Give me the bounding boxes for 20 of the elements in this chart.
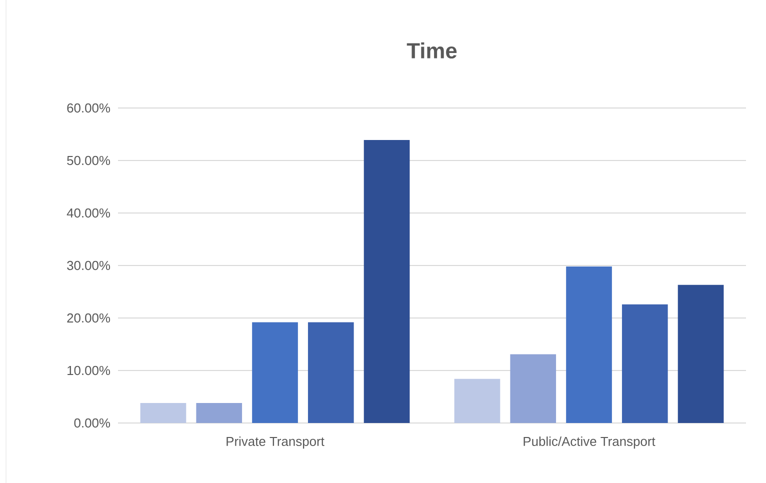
bar	[678, 284, 724, 423]
y-tick-label: 50.00%	[67, 156, 110, 166]
bar	[252, 322, 298, 423]
bar	[364, 140, 410, 423]
y-tick-label: 40.00%	[66, 208, 110, 218]
bar	[308, 322, 354, 423]
bar	[454, 378, 500, 423]
bar	[622, 304, 668, 423]
bar	[510, 354, 556, 423]
y-tick-label: 0.00%	[74, 418, 110, 428]
bar	[566, 266, 612, 423]
y-tick-label: 20.00%	[67, 313, 110, 323]
bar	[140, 403, 186, 423]
bar	[196, 403, 242, 423]
chart-title: Time	[406, 42, 457, 58]
y-tick-label: 10.00%	[68, 366, 110, 376]
x-tick-label: Public/Active Transport	[524, 436, 656, 449]
y-tick-label: 30.00%	[67, 260, 110, 270]
y-tick-label: 60.00%	[67, 103, 110, 113]
x-tick-label: Private Transport	[226, 436, 324, 449]
